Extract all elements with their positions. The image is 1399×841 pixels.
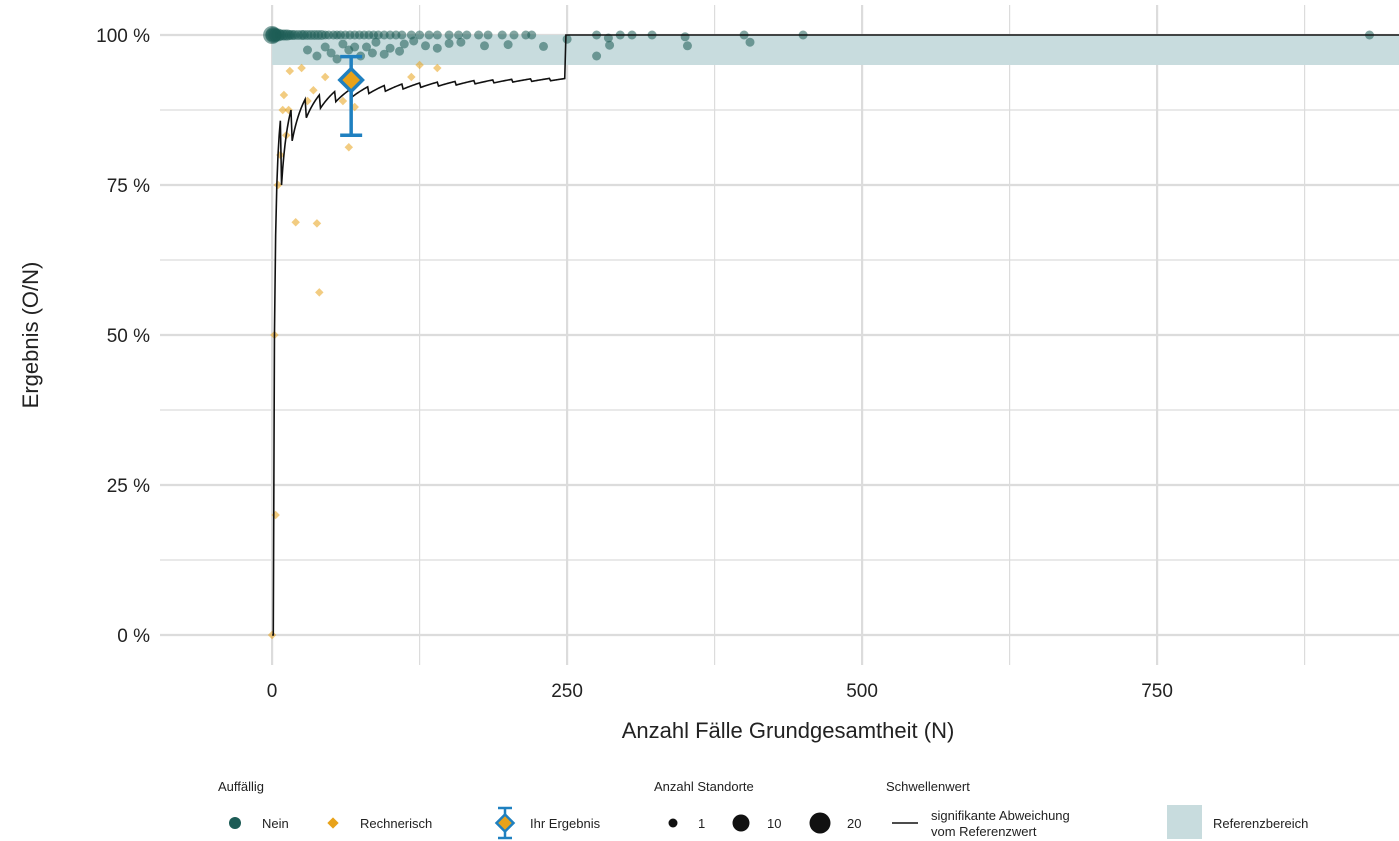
legend-size-20-marker <box>809 812 831 834</box>
data-point-rechnerisch <box>309 85 318 95</box>
data-point-nein <box>745 37 755 47</box>
legend-size-1-marker <box>668 818 678 828</box>
data-point-nein <box>444 30 454 40</box>
legend-nein-label: Nein <box>262 816 289 831</box>
y-axis-title: Ergebnis (O/N) <box>18 262 43 409</box>
legend-title-standorte: Anzahl Standorte <box>654 779 754 794</box>
data-point-nein <box>362 42 371 52</box>
data-point-nein <box>480 41 489 51</box>
data-point-nein <box>399 39 409 49</box>
x-tick-label: 0 <box>267 681 278 702</box>
legend-threshold-label-line2: vom Referenzwert <box>931 824 1037 839</box>
data-point-nein <box>312 51 322 61</box>
data-point-nein <box>397 30 407 40</box>
threshold-line <box>272 34 1399 636</box>
legend-size-1-label: 1 <box>698 816 705 831</box>
data-point-nein <box>385 43 395 53</box>
data-point-rechnerisch <box>338 96 348 106</box>
data-point-nein <box>682 41 692 51</box>
data-point-nein <box>332 54 342 64</box>
data-point-rechnerisch <box>315 288 324 297</box>
data-point-nein <box>379 49 389 59</box>
data-point-rechnerisch <box>312 219 322 228</box>
data-point-nein <box>474 30 484 40</box>
legend-size-20-label: 20 <box>847 816 861 831</box>
data-point-rechnerisch <box>407 72 416 82</box>
y-tick-label: 100 % <box>96 26 150 47</box>
data-point-nein <box>444 38 454 48</box>
ihr-ergebnis-marker <box>337 66 365 94</box>
ihr-ergebnis-layer <box>337 54 365 137</box>
data-point-nein <box>326 48 336 58</box>
x-tick-label: 250 <box>551 681 583 702</box>
data-point-nein <box>395 46 405 56</box>
data-point-nein <box>680 32 690 42</box>
data-point-rechnerisch <box>433 63 442 73</box>
data-point-nein <box>303 45 312 55</box>
data-point-nein <box>483 30 493 40</box>
data-point-rechnerisch <box>273 180 283 190</box>
data-point-rechnerisch <box>291 217 300 227</box>
data-point-rechnerisch <box>285 66 295 76</box>
data-point-nein <box>424 30 434 40</box>
data-point-nein <box>497 30 507 40</box>
legend-size-10-label: 10 <box>767 816 781 831</box>
y-tick-label: 0 % <box>117 626 150 647</box>
data-point-nein <box>605 40 615 50</box>
data-point-nein <box>432 43 442 53</box>
grid-layer <box>160 5 1399 665</box>
legend-threshold-label-line1: signifikante Abweichung <box>931 808 1070 823</box>
data-point-nein <box>415 30 425 40</box>
legend-nein-marker <box>229 817 241 829</box>
data-point-nein <box>371 37 381 47</box>
legend-size-10-marker <box>732 814 750 832</box>
legend-referenz-label: Referenzbereich <box>1213 816 1308 831</box>
data-point-nein <box>350 42 360 52</box>
axis-ticks-layer: 0 250 500 750 0 % 25 % 50 % 75 % 100 % <box>96 26 1173 702</box>
data-point-rechnerisch <box>279 90 289 100</box>
data-point-nein <box>509 30 519 40</box>
x-tick-label: 500 <box>846 681 878 702</box>
legend-referenz-marker <box>1167 805 1202 839</box>
y-tick-label: 25 % <box>107 476 150 497</box>
data-point-nein <box>454 30 464 40</box>
legend-rechnerisch-marker <box>327 817 339 829</box>
x-axis-title: Anzahl Fälle Grundgesamtheit (N) <box>622 718 955 743</box>
legend-ihr-marker <box>494 806 516 840</box>
x-tick-label: 750 <box>1141 681 1173 702</box>
data-point-nein <box>320 42 330 52</box>
data-point-nein <box>338 39 348 49</box>
data-point-nein <box>592 51 602 61</box>
legend-rechnerisch-label: Rechnerisch <box>360 816 432 831</box>
data-point-rechnerisch <box>344 142 354 152</box>
data-point-nein <box>367 48 377 58</box>
data-point-nein <box>503 40 513 50</box>
data-point-nein <box>462 30 472 40</box>
data-point-nein <box>562 34 572 44</box>
data-point-nein <box>421 41 430 51</box>
legend-title-schwellenwert: Schwellenwert <box>886 779 970 794</box>
y-tick-label: 50 % <box>107 326 150 347</box>
data-point-rechnerisch <box>278 105 287 115</box>
data-point-rechnerisch <box>320 72 330 82</box>
y-tick-label: 75 % <box>107 176 150 197</box>
data-point-nein <box>539 41 548 51</box>
legend-title-auffaellig: Auffällig <box>218 779 264 794</box>
data-point-nein <box>432 30 442 40</box>
data-point-rechnerisch <box>415 60 424 70</box>
data-point-rechnerisch <box>297 63 306 73</box>
data-point-nein <box>409 36 419 46</box>
data-point-nein <box>527 30 537 40</box>
legend: Auffällig Nein Rechnerisch Ihr Ergebnis … <box>218 779 1308 840</box>
points-layer <box>263 26 1374 640</box>
legend-ihr-label: Ihr Ergebnis <box>530 816 601 831</box>
threshold-layer <box>272 34 1399 636</box>
data-point-nein <box>456 37 466 47</box>
